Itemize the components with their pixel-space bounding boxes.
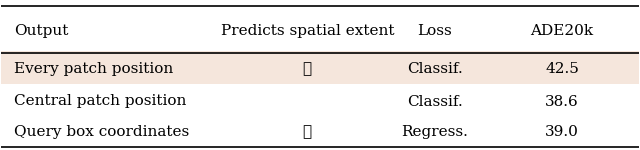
Text: 39.0: 39.0 bbox=[545, 125, 579, 139]
Text: ✓: ✓ bbox=[303, 62, 312, 76]
Text: Central patch position: Central patch position bbox=[14, 94, 186, 108]
Text: Classif.: Classif. bbox=[407, 62, 463, 76]
Text: ADE20k: ADE20k bbox=[531, 24, 594, 38]
Text: Query box coordinates: Query box coordinates bbox=[14, 125, 189, 139]
Text: Loss: Loss bbox=[417, 24, 452, 38]
Text: Predicts spatial extent: Predicts spatial extent bbox=[221, 24, 394, 38]
Text: 42.5: 42.5 bbox=[545, 62, 579, 76]
Text: ✓: ✓ bbox=[303, 125, 312, 139]
Text: Regress.: Regress. bbox=[401, 125, 468, 139]
FancyBboxPatch shape bbox=[1, 51, 639, 84]
Text: 38.6: 38.6 bbox=[545, 94, 579, 108]
Text: Output: Output bbox=[14, 24, 68, 38]
Text: Classif.: Classif. bbox=[407, 94, 463, 108]
Text: Every patch position: Every patch position bbox=[14, 62, 173, 76]
